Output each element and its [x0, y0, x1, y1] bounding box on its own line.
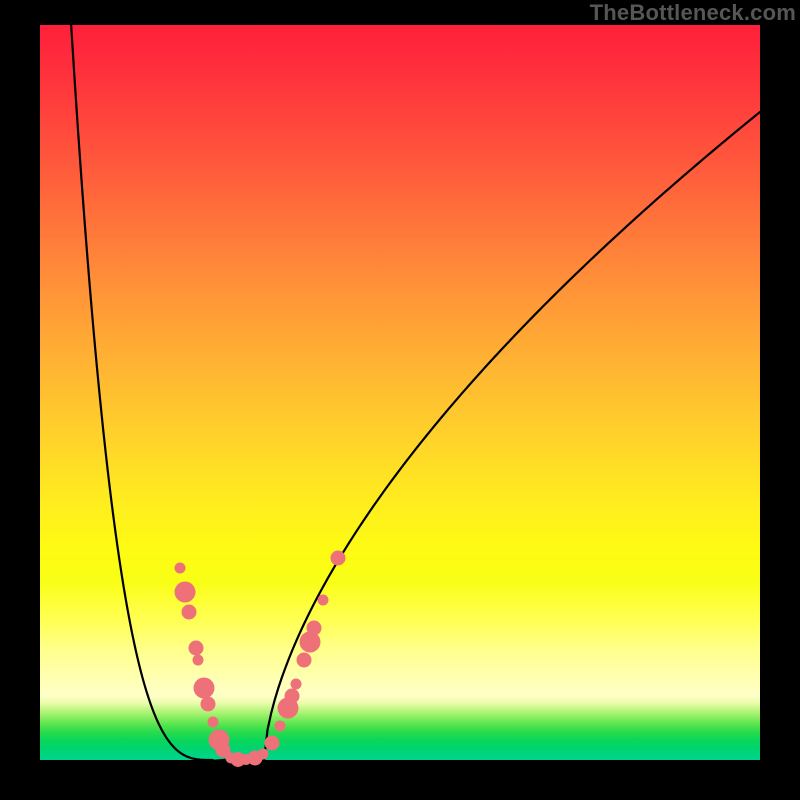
data-marker — [182, 605, 197, 620]
data-marker — [258, 749, 269, 760]
data-marker — [193, 655, 204, 666]
data-marker — [201, 697, 216, 712]
data-marker — [275, 721, 286, 732]
data-marker — [307, 621, 322, 636]
data-marker — [265, 736, 280, 751]
data-marker — [208, 717, 219, 728]
data-marker — [318, 595, 329, 606]
watermark-text: TheBottleneck.com — [590, 0, 796, 26]
data-marker — [175, 563, 186, 574]
data-marker — [194, 678, 215, 699]
data-marker — [175, 582, 196, 603]
data-marker — [189, 641, 204, 656]
data-marker — [331, 551, 346, 566]
chart-background — [40, 25, 760, 760]
data-marker — [291, 679, 302, 690]
bottleneck-chart — [0, 0, 800, 800]
data-marker — [285, 689, 300, 704]
data-marker — [297, 653, 312, 668]
